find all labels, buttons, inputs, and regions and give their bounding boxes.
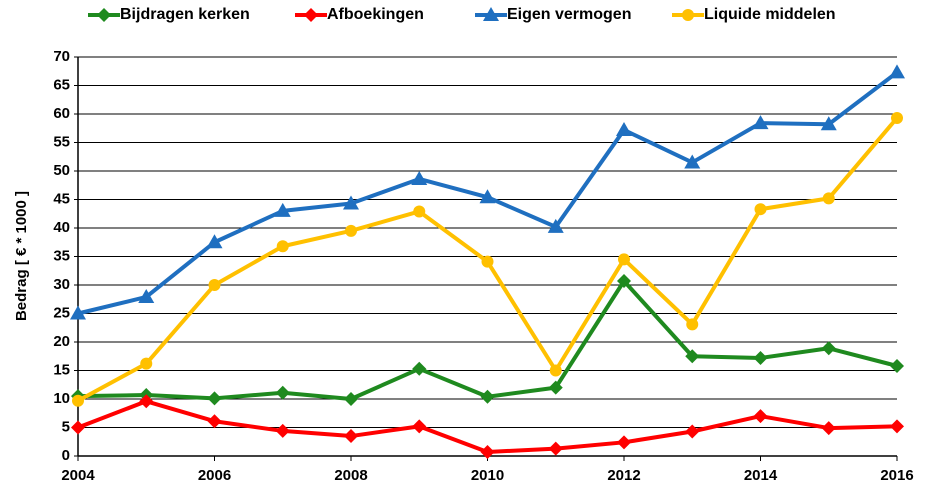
marker bbox=[685, 349, 700, 364]
marker bbox=[208, 279, 221, 291]
marker bbox=[139, 394, 154, 409]
marker bbox=[684, 154, 701, 169]
marker bbox=[207, 414, 222, 429]
x-tick-label: 2010 bbox=[471, 467, 504, 484]
y-tick-label: 10 bbox=[53, 390, 70, 407]
marker bbox=[547, 218, 564, 233]
y-tick-label: 60 bbox=[53, 105, 70, 122]
y-tick-label: 70 bbox=[53, 48, 70, 65]
marker bbox=[304, 8, 318, 22]
marker bbox=[71, 420, 85, 435]
x-tick-label: 2006 bbox=[198, 467, 231, 484]
y-tick-label: 5 bbox=[62, 418, 70, 435]
marker bbox=[686, 318, 699, 331]
marker bbox=[412, 361, 427, 376]
marker bbox=[480, 445, 495, 460]
y-tick-label: 50 bbox=[53, 162, 70, 179]
marker bbox=[411, 170, 428, 185]
marker bbox=[344, 429, 358, 444]
x-tick-label: 2014 bbox=[744, 467, 778, 484]
marker bbox=[889, 64, 905, 79]
y-tick-label: 65 bbox=[53, 76, 70, 93]
series-line bbox=[77, 399, 898, 455]
marker bbox=[206, 234, 223, 249]
marker bbox=[413, 205, 426, 218]
marker bbox=[274, 202, 291, 217]
marker bbox=[616, 121, 632, 136]
marker bbox=[549, 364, 562, 377]
legend-item: Eigen vermogen bbox=[475, 6, 631, 23]
marker bbox=[343, 195, 359, 210]
marker bbox=[140, 357, 153, 370]
marker bbox=[753, 350, 768, 365]
marker bbox=[548, 380, 563, 395]
marker bbox=[821, 421, 836, 436]
marker bbox=[483, 7, 499, 21]
marker bbox=[548, 441, 563, 456]
marker bbox=[891, 111, 903, 124]
x-tick-label: 2016 bbox=[880, 467, 913, 484]
marker bbox=[617, 274, 631, 289]
marker bbox=[345, 224, 357, 237]
marker bbox=[479, 189, 496, 204]
marker bbox=[138, 288, 155, 303]
marker bbox=[275, 423, 290, 438]
marker bbox=[890, 358, 904, 373]
y-tick-label: 40 bbox=[53, 219, 70, 236]
y-tick-label: 30 bbox=[53, 276, 70, 293]
marker bbox=[276, 240, 289, 253]
marker bbox=[480, 389, 495, 404]
x-tick-label: 2008 bbox=[334, 467, 367, 484]
x-tick-label: 2004 bbox=[61, 467, 95, 484]
marker bbox=[821, 341, 836, 356]
marker bbox=[685, 424, 700, 439]
legend-item: Bijdragen kerken bbox=[88, 6, 250, 23]
legend-label: Afboekingen bbox=[327, 6, 424, 23]
y-axis-label: Bedrag [ € * 1000 ] bbox=[13, 191, 30, 321]
legend-item: Afboekingen bbox=[295, 6, 424, 23]
x-tick-label: 2012 bbox=[607, 467, 640, 484]
marker bbox=[344, 392, 358, 406]
marker bbox=[207, 391, 222, 406]
marker bbox=[890, 419, 904, 434]
marker bbox=[412, 419, 427, 434]
y-tick-label: 25 bbox=[53, 304, 70, 321]
y-tick-label: 0 bbox=[62, 447, 70, 464]
marker bbox=[275, 385, 290, 400]
marker bbox=[70, 305, 86, 320]
marker bbox=[820, 116, 837, 131]
y-tick-label: 55 bbox=[53, 133, 70, 150]
marker bbox=[617, 435, 631, 450]
marker bbox=[682, 9, 694, 21]
marker bbox=[752, 115, 769, 130]
legend-item: Liquide middelen bbox=[672, 6, 836, 23]
y-tick-label: 15 bbox=[53, 361, 70, 378]
marker bbox=[754, 203, 767, 216]
marker bbox=[822, 192, 835, 205]
marker bbox=[753, 409, 768, 424]
marker bbox=[481, 255, 494, 268]
legend-label: Bijdragen kerken bbox=[120, 6, 250, 23]
y-tick-label: 20 bbox=[53, 333, 70, 350]
legend-label: Eigen vermogen bbox=[507, 6, 631, 23]
y-tick-label: 35 bbox=[53, 247, 70, 264]
marker bbox=[97, 8, 111, 22]
y-tick-label: 45 bbox=[53, 190, 70, 207]
marker bbox=[72, 394, 84, 407]
marker bbox=[618, 253, 630, 266]
legend-label: Liquide middelen bbox=[704, 6, 836, 23]
